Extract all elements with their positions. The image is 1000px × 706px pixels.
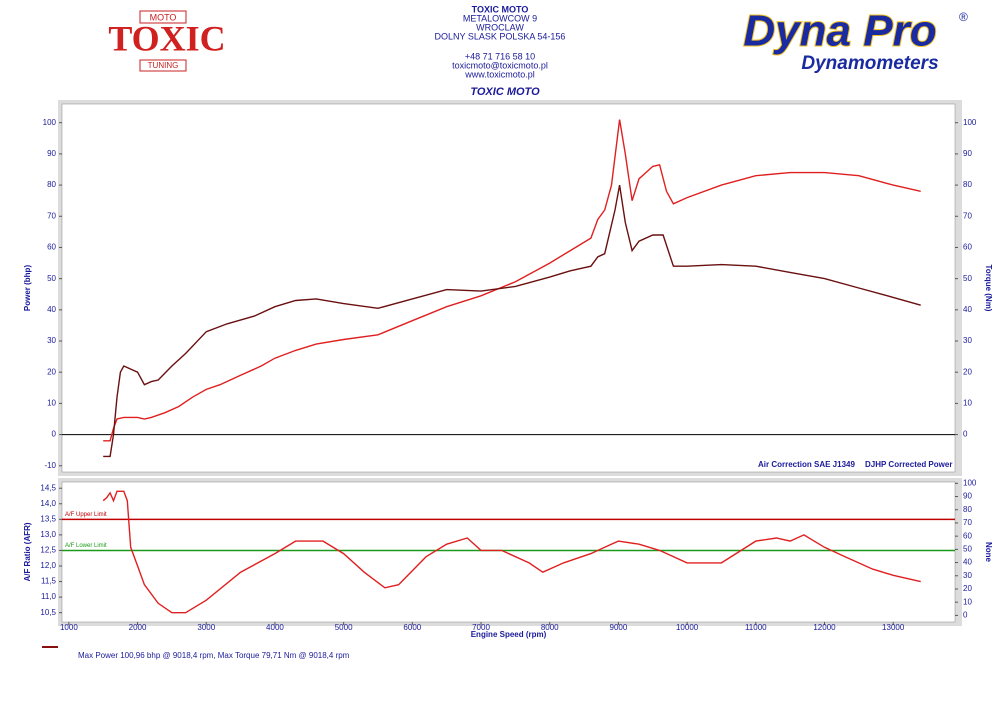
y-tick-label: 40: [47, 305, 56, 314]
y2-tick-label: 40: [963, 305, 972, 314]
address-line: toxicmoto@toxicmoto.pl: [452, 60, 548, 70]
y2-tick-label: 80: [963, 180, 972, 189]
y-tick-label: 20: [47, 367, 56, 376]
x-tick-label: 10000: [676, 623, 699, 632]
y-tick-label: 14,5: [40, 483, 56, 492]
y2-tick-label: 0: [963, 430, 968, 439]
y2-tick-label: 100: [963, 478, 977, 487]
data-line: [102, 490, 921, 614]
y2-tick-label: 70: [963, 518, 972, 527]
y2-tick-label: 80: [963, 505, 972, 514]
y-tick-label: 13,0: [40, 530, 56, 539]
chart-title: TOXIC MOTO: [470, 86, 540, 98]
y2-tick-label: 50: [963, 544, 972, 553]
x-tick-label: 5000: [335, 623, 353, 632]
x-tick-label: 8000: [541, 623, 559, 632]
address-line: TOXIC MOTO: [472, 4, 529, 14]
y-tick-label: 30: [47, 336, 56, 345]
x-tick-label: 2000: [129, 623, 147, 632]
x-tick-label: 4000: [266, 623, 284, 632]
x-axis-label: Engine Speed (rpm): [471, 630, 547, 639]
y-tick-label: -10: [44, 461, 56, 470]
limit-label: A/F Upper Limit: [65, 512, 107, 518]
y2-tick-label: 0: [963, 611, 968, 620]
y2-tick-label: 20: [963, 367, 972, 376]
logo-box: [139, 10, 187, 24]
x-tick-label: 6000: [403, 623, 421, 632]
x-tick-label: 7000: [472, 623, 490, 632]
logo-box: [139, 59, 187, 72]
x-tick-label: 9000: [610, 623, 628, 632]
y2-tick-label: 10: [963, 597, 972, 606]
data-line: [103, 184, 921, 458]
limit-label: A/F Lower Limit: [65, 543, 107, 549]
logo-main: TOXIC: [108, 18, 225, 58]
logo-main: Dyna Pro: [743, 7, 936, 56]
y2-tick-label: 20: [963, 584, 972, 593]
y2-tick-label: 50: [963, 274, 972, 283]
y-tick-label: 12,0: [40, 561, 56, 570]
y2-axis-label: None: [984, 542, 993, 563]
y-tick-label: 12,5: [40, 546, 56, 555]
y2-tick-label: 60: [963, 243, 972, 252]
logo-top: MOTO: [150, 12, 177, 22]
plot-area: [61, 481, 956, 623]
y-tick-label: 10,5: [40, 608, 56, 617]
y-tick-label: 80: [47, 180, 56, 189]
y2-tick-label: 70: [963, 211, 972, 220]
y-tick-label: 50: [47, 274, 56, 283]
x-tick-label: 12000: [813, 623, 836, 632]
address-line: +48 71 716 58 10: [465, 51, 535, 61]
y-axis-label: A/F Ratio (AFR): [23, 522, 32, 581]
y-tick-label: 0: [52, 430, 57, 439]
y-tick-label: 60: [47, 243, 56, 252]
x-tick-label: 3000: [197, 623, 215, 632]
logo-right: Dyna Pro ® Dynamometers: [742, 6, 968, 74]
x-tick-label: 13000: [882, 623, 905, 632]
y-axis-label: Power (bhp): [23, 265, 32, 312]
y2-tick-label: 90: [963, 492, 972, 501]
y2-tick-label: 30: [963, 571, 972, 580]
x-tick-label: 1000: [60, 623, 78, 632]
y-tick-label: 11,5: [41, 577, 57, 586]
y2-tick-label: 40: [963, 558, 972, 567]
annotation: DJHP Corrected Power: [865, 460, 952, 469]
footer: Max Power 100,96 bhp @ 9018,4 rpm, Max T…: [78, 651, 350, 660]
address-line: www.toxicmoto.pl: [464, 69, 535, 79]
annotation: Air Correction SAE J1349: [758, 460, 855, 469]
y-tick-label: 13,5: [40, 514, 56, 523]
y2-tick-label: 30: [963, 336, 972, 345]
y2-tick-label: 100: [963, 118, 977, 127]
y-tick-label: 70: [47, 211, 56, 220]
logo-sub: Dynamometers: [801, 53, 938, 74]
logo-bottom: TUNING: [148, 61, 179, 70]
y2-tick-label: 60: [963, 531, 972, 540]
x-tick-label: 11000: [745, 623, 767, 632]
y-tick-label: 11,0: [41, 592, 57, 601]
address-line: DOLNY SLASK POLSKA 54-156: [435, 31, 566, 41]
y2-tick-label: 90: [963, 149, 972, 158]
y-tick-label: 100: [43, 118, 57, 127]
logo-mark: ®: [959, 10, 968, 24]
y-tick-label: 90: [47, 149, 56, 158]
y-tick-label: 14,0: [40, 499, 56, 508]
logo-left: MOTO TOXIC TUNING: [108, 10, 226, 72]
y-tick-label: 10: [47, 398, 56, 407]
y2-axis-label: Torque (Nm): [984, 265, 993, 312]
address-line: WROCLAW: [476, 22, 524, 32]
address-line: METALOWCOW 9: [463, 13, 537, 23]
y2-tick-label: 10: [963, 398, 972, 407]
